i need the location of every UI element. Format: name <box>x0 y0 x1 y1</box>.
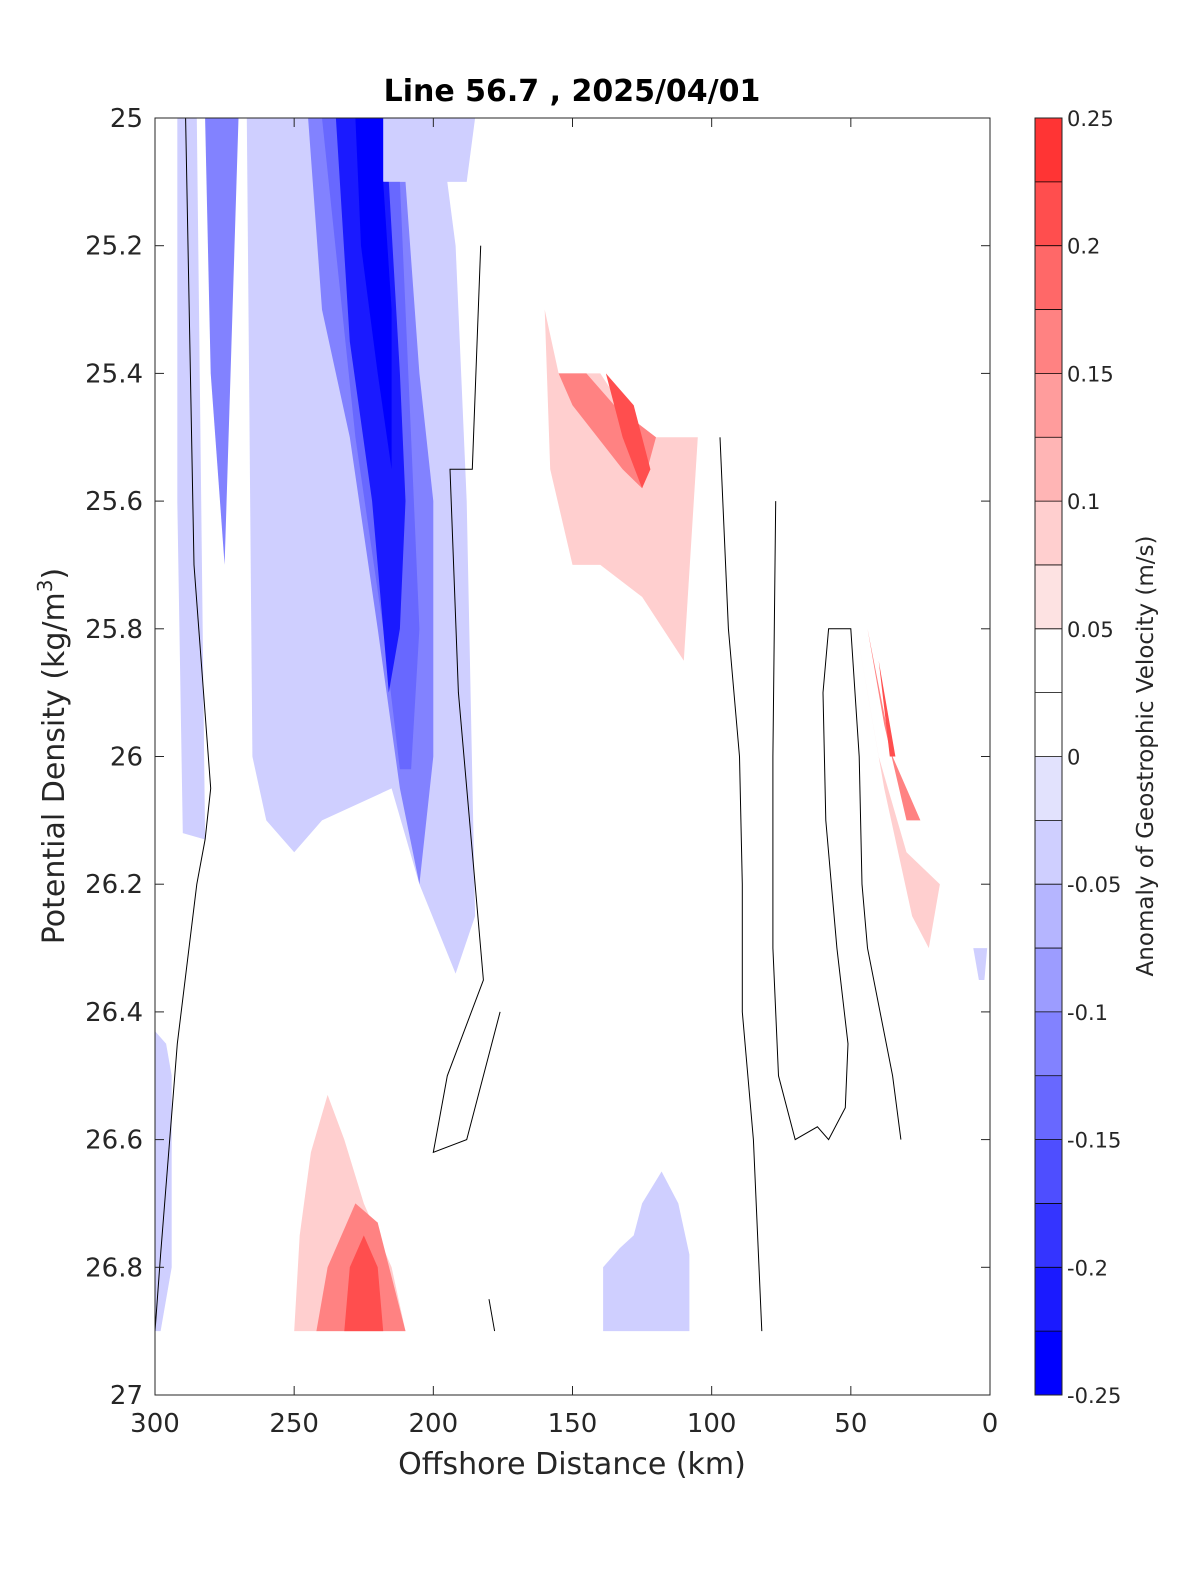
colorbar-band <box>1035 628 1062 694</box>
zero-contour-lines <box>155 118 902 1332</box>
contour-fill-9 <box>361 118 384 278</box>
y-axis-label: Potential Density (kg/m3) <box>33 568 72 944</box>
zero-contour-line-0 <box>155 118 212 1332</box>
colorbar-band <box>1035 373 1062 438</box>
colorbar-band <box>1035 756 1062 821</box>
colorbar-band <box>1035 1139 1062 1204</box>
y-axis-label-suffix: ) <box>37 568 72 580</box>
colorbar-tick-label: -0.2 <box>1067 1256 1108 1280</box>
y-tick-label: 26 <box>110 743 143 773</box>
x-axis-label: Offshore Distance (km) <box>398 1447 746 1482</box>
colorbar-label: Anomaly of Geostrophic Velocity (m/s) <box>1133 536 1159 977</box>
colorbar-band <box>1035 437 1062 502</box>
zero-contour-line-4 <box>772 501 902 1141</box>
x-tick-label: 0 <box>982 1409 999 1439</box>
colorbar-tick-label: 0.05 <box>1067 618 1114 642</box>
contour-fill-2 <box>603 1171 690 1332</box>
colorbar-band <box>1035 1075 1062 1141</box>
y-tick-label: 26.2 <box>85 870 143 900</box>
x-tick-label: 50 <box>834 1409 867 1439</box>
contour-fill-3 <box>973 948 988 980</box>
colorbar-band <box>1035 1267 1062 1332</box>
contour-fill-4 <box>205 118 239 565</box>
zero-contour-line-3 <box>719 437 763 1332</box>
x-tick-label: 200 <box>409 1409 459 1439</box>
y-axis-label-main: Potential Density (kg/m <box>37 592 72 944</box>
colorbar-band <box>1035 118 1062 183</box>
contour-fill-10 <box>155 118 164 565</box>
y-tick-label: 27 <box>110 1381 143 1411</box>
y-tick-label: 25.2 <box>85 232 143 262</box>
colorbar-tick-label: 0.1 <box>1067 490 1100 514</box>
colorbar: -0.25 -0.2 -0.15 -0.1 -0.05 0 0.05 0.1 0.15 0.2 0.… <box>1034 107 1121 1408</box>
colorbar-band <box>1035 1331 1062 1396</box>
colorbar-tick-label: 0.25 <box>1067 107 1114 131</box>
x-tick-label: 150 <box>548 1409 598 1439</box>
contour-fill-16 <box>856 628 940 949</box>
x-tick-label: 250 <box>269 1409 319 1439</box>
contour-fill-23 <box>344 1235 384 1332</box>
colorbar-tick-label: -0.05 <box>1067 873 1121 897</box>
colorbar-band <box>1035 501 1062 566</box>
colorbar-band <box>1035 948 1062 1013</box>
colorbar-band <box>1035 181 1062 247</box>
colorbar-band <box>1035 820 1062 885</box>
contour-fill-8 <box>355 118 392 470</box>
colorbar-tick-label: 0.15 <box>1067 362 1114 386</box>
y-tick-label: 26.8 <box>85 1253 143 1283</box>
contour-fill-12 <box>795 501 815 565</box>
y-axis-ticks: 25 25.2 25.4 25.6 25.8 26 26.2 26.4 26.6 26.8 27 <box>85 104 990 1411</box>
colorbar-band <box>1035 245 1062 311</box>
colorbar-tick-label: -0.1 <box>1067 1001 1108 1025</box>
colorbar-tick-label: 0 <box>1067 746 1080 770</box>
y-axis-label-superscript: 3 <box>33 579 57 592</box>
colorbar-band <box>1035 692 1062 757</box>
colorbar-band <box>1035 309 1062 374</box>
colorbar-tick-label: -0.25 <box>1067 1384 1121 1408</box>
y-tick-label: 25 <box>110 104 143 134</box>
y-tick-label: 25.8 <box>85 615 143 645</box>
colorbar-tick-label: 0.2 <box>1067 235 1100 259</box>
x-tick-label: 100 <box>687 1409 737 1439</box>
contour-fill-1 <box>155 1031 172 1332</box>
colorbar-frame <box>1034 117 1063 1396</box>
colorbar-band <box>1035 1203 1062 1268</box>
chart-title: Line 56.7 , 2025/04/01 <box>384 74 761 109</box>
y-tick-label: 26.4 <box>85 998 143 1028</box>
y-tick-label: 26.6 <box>85 1126 143 1156</box>
x-axis-ticks: 300 250 200 150 100 50 0 <box>130 118 998 1439</box>
colorbar-band <box>1035 1011 1062 1077</box>
colorbar-band <box>1035 884 1062 949</box>
contour-fill-22 <box>878 660 896 757</box>
contour-fill-21 <box>605 373 651 489</box>
zero-contour-line-1 <box>488 1299 496 1332</box>
contour-fill-13 <box>850 501 954 980</box>
colorbar-tick-label: -0.15 <box>1067 1129 1121 1153</box>
colorbar-band <box>1035 564 1062 630</box>
filled-contours <box>155 118 988 1332</box>
x-tick-label: 300 <box>130 1409 180 1439</box>
zero-contour-line-2 <box>432 245 501 1154</box>
y-tick-label: 25.6 <box>85 487 143 517</box>
y-tick-label: 25.4 <box>85 359 143 389</box>
